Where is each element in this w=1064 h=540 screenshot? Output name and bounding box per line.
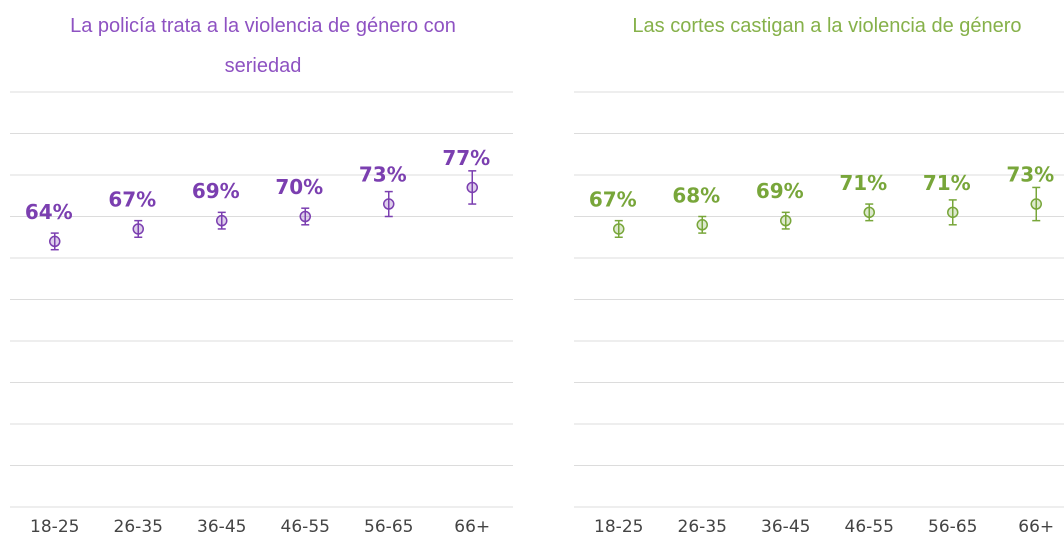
value-label: 68%	[672, 183, 720, 207]
point	[863, 206, 875, 219]
x-tick-label: 36-45	[197, 517, 246, 537]
value-label: 64%	[25, 200, 73, 224]
x-tick-label: 36-45	[761, 517, 810, 537]
point	[383, 198, 395, 210]
point	[299, 210, 311, 223]
value-label: 67%	[108, 187, 156, 211]
point	[466, 181, 478, 194]
x-tick-label: 46-55	[281, 517, 330, 537]
point	[696, 219, 708, 231]
point	[947, 206, 959, 219]
value-label: 77%	[442, 146, 490, 170]
x-tick-label: 66+	[1018, 517, 1054, 537]
x-tick-label: 26-35	[678, 517, 727, 537]
x-tick-label: 66+	[454, 517, 490, 537]
x-tick-label: 18-25	[30, 517, 79, 537]
value-label: 71%	[923, 171, 971, 195]
value-label: 69%	[756, 179, 804, 203]
value-label: 71%	[839, 171, 887, 195]
value-label: 69%	[192, 179, 240, 203]
value-label: 73%	[1006, 163, 1054, 187]
x-tick-label: 18-25	[594, 517, 643, 537]
point	[613, 223, 625, 235]
x-tick-label: 26-35	[114, 517, 163, 537]
value-label: 67%	[589, 187, 637, 211]
chart-title: La policía trata a la violencia de géner…	[70, 15, 456, 77]
point	[1030, 198, 1042, 210]
x-tick-label: 56-65	[364, 517, 413, 537]
x-tick-label: 56-65	[928, 517, 977, 537]
x-tick-label: 46-55	[845, 517, 894, 537]
value-label: 70%	[275, 175, 323, 199]
point	[216, 214, 228, 227]
point	[49, 235, 61, 248]
point	[132, 223, 144, 235]
point	[780, 214, 792, 227]
value-label: 73%	[359, 163, 407, 187]
chart-title: Las cortes castigan a la violencia de gé…	[632, 15, 1022, 37]
